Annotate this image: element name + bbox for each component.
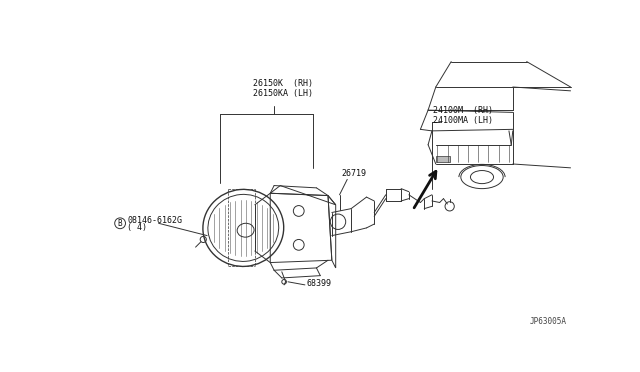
FancyBboxPatch shape [436,155,450,162]
Text: 24100M  (RH): 24100M (RH) [433,106,493,115]
Text: 68399: 68399 [307,279,332,288]
Text: B: B [118,219,122,228]
Text: 24100MA (LH): 24100MA (LH) [433,116,493,125]
Text: 26719: 26719 [341,170,366,179]
Text: 08146-6162G: 08146-6162G [127,216,182,225]
Text: 26150K  (RH): 26150K (RH) [253,78,312,88]
Text: 26150KA (LH): 26150KA (LH) [253,89,312,97]
Text: JP63005A: JP63005A [530,317,567,326]
Text: ( 4): ( 4) [127,224,147,232]
